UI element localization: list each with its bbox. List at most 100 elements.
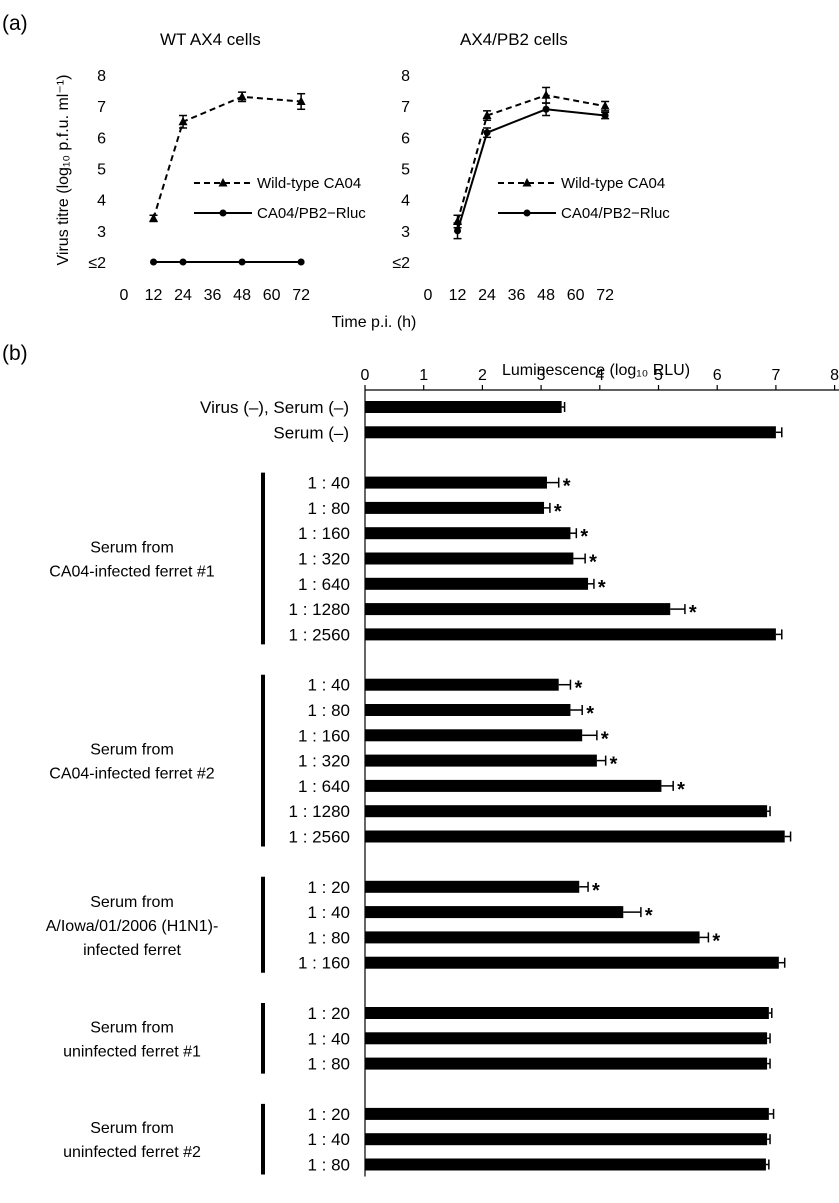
x-tick-label: 3	[537, 367, 546, 384]
bar	[365, 704, 571, 716]
panel-a-x-axis-label: Time p.i. (h)	[332, 314, 417, 331]
panel-a-left-title: WT AX4 cells	[160, 30, 261, 49]
right-x-tick-label: 60	[567, 287, 585, 304]
x-tick-label: 1	[419, 367, 428, 384]
bar	[365, 1007, 769, 1019]
panel-b-bar-chart: 0 1 2 3 4 5 6 7 8 Virus (–), Serum (–) Serum (–) 1 …	[46, 367, 839, 1177]
bar	[365, 1032, 768, 1045]
bar	[365, 1107, 769, 1120]
right-legend-label: Wild-type CA04	[561, 175, 665, 192]
left-legend-label: Wild-type CA04	[257, 175, 361, 192]
panel-b-label: (b)	[2, 342, 28, 365]
right-x-tick-label: 72	[596, 287, 614, 304]
right-x-tick-label: 12	[449, 287, 467, 304]
bar	[365, 603, 671, 616]
right-data-point	[601, 112, 609, 120]
right-data-point	[454, 227, 462, 235]
bar	[365, 956, 779, 969]
right-line-plot: 0 12 24 36 48 60 72 ≤2 3 4 5 6 7 8 Wild-type CA04 CA04/…	[392, 68, 670, 304]
bar	[365, 1133, 768, 1146]
row-label: 1 : 40	[307, 676, 350, 695]
row-label: 1 : 160	[298, 954, 350, 973]
right-x-tick-label: 0	[424, 287, 433, 304]
significance-star: *	[554, 501, 562, 523]
left-data-point	[296, 96, 306, 105]
left-data-point	[150, 258, 158, 266]
bar	[365, 754, 597, 767]
left-y-tick-label: 8	[97, 68, 106, 85]
row-label: 1 : 80	[307, 928, 350, 947]
left-x-tick-label: 72	[292, 287, 310, 304]
group-label: A/Iowa/01/2006 (H1N1)-	[46, 918, 219, 935]
x-tick-label: 0	[361, 367, 370, 384]
left-y-tick-label: 3	[97, 224, 106, 241]
left-data-point	[178, 116, 188, 126]
right-legend-marker	[523, 209, 531, 217]
group-label: Serum from	[90, 540, 174, 557]
row-label: 1 : 80	[307, 499, 350, 518]
row-label: 1 : 80	[307, 1055, 350, 1074]
left-x-tick-label: 48	[233, 287, 251, 304]
right-y-tick-label: 6	[401, 130, 410, 147]
right-series-line	[456, 94, 606, 222]
left-y-tick-label: 4	[97, 193, 106, 210]
x-tick-label: 8	[830, 367, 839, 384]
bar	[365, 426, 776, 439]
group-label: CA04-infected ferret #1	[49, 564, 215, 581]
significance-star: *	[598, 577, 606, 599]
panel-a-label: (a)	[2, 12, 28, 35]
left-data-point	[297, 258, 305, 266]
right-data-point	[542, 105, 550, 113]
group-label: uninfected ferret #2	[63, 1144, 201, 1161]
bar	[365, 931, 700, 944]
row-label: 1 : 640	[298, 575, 350, 594]
bar	[365, 779, 662, 792]
row-label: 1 : 40	[307, 474, 350, 493]
significance-star: *	[601, 728, 609, 750]
bar	[365, 628, 776, 641]
row-label: 1 : 160	[298, 524, 350, 543]
bar	[365, 476, 547, 489]
right-data-point	[541, 90, 551, 99]
row-label: 1 : 640	[298, 777, 350, 796]
significance-star: *	[645, 905, 653, 927]
panel-a-y-axis-label: Virus titre (log₁₀ p.f.u. ml⁻¹)	[55, 75, 72, 266]
row-label: 1 : 40	[307, 1029, 350, 1048]
group-label: uninfected ferret #1	[63, 1043, 201, 1060]
left-x-tick-label: 36	[204, 287, 222, 304]
left-y-tick-label: 6	[97, 130, 106, 147]
left-line-plot: 0 12 24 36 48 60 72 ≤2 3 4 5 6 7 8 Wild-type CA04 CA04/…	[88, 68, 366, 304]
x-tick-label: 6	[713, 367, 722, 384]
bar	[365, 527, 571, 540]
right-series-line	[456, 108, 606, 232]
significance-star: *	[712, 930, 720, 952]
bar	[365, 678, 559, 691]
significance-star: *	[580, 526, 588, 548]
row-label: 1 : 80	[307, 1156, 350, 1175]
panel-b-x-axis-label: Luminescence (log₁₀ RLU)	[502, 362, 690, 379]
left-x-tick-label: 0	[120, 287, 129, 304]
right-x-tick-label: 48	[537, 287, 555, 304]
left-y-tick-label: 5	[97, 162, 106, 179]
x-tick-label: 2	[478, 367, 487, 384]
bar	[365, 552, 574, 565]
bar	[365, 830, 785, 843]
row-label: Serum (–)	[273, 423, 349, 442]
row-label: Virus (–), Serum (–)	[200, 398, 349, 417]
row-label: 1 : 1280	[289, 600, 350, 619]
right-x-tick-label: 24	[478, 287, 496, 304]
left-legend-label: CA04/PB2−Rluc	[257, 205, 366, 222]
right-y-tick-label: 3	[401, 224, 410, 241]
group-label: Serum from	[90, 1120, 174, 1137]
right-y-tick-label: 7	[401, 99, 410, 116]
right-data-point	[483, 129, 491, 137]
row-label: 1 : 320	[298, 752, 350, 771]
significance-star: *	[589, 552, 597, 574]
row-label: 1 : 320	[298, 550, 350, 569]
group-label: infected ferret	[83, 942, 181, 959]
left-series-line	[152, 95, 302, 219]
group-label: Serum from	[90, 1019, 174, 1036]
significance-star: *	[574, 678, 582, 700]
